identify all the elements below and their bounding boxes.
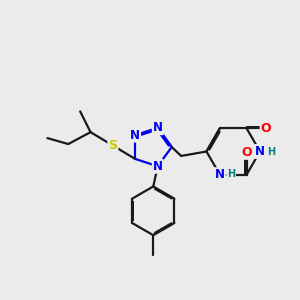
Text: N: N — [153, 121, 163, 134]
Text: H: H — [227, 169, 235, 179]
Text: H: H — [267, 147, 275, 157]
Text: N: N — [130, 129, 140, 142]
Text: O: O — [261, 122, 271, 135]
Text: N: N — [153, 160, 163, 173]
Text: S: S — [108, 139, 117, 152]
Text: N: N — [255, 145, 265, 158]
Text: N: N — [215, 168, 225, 181]
Text: O: O — [241, 146, 252, 159]
